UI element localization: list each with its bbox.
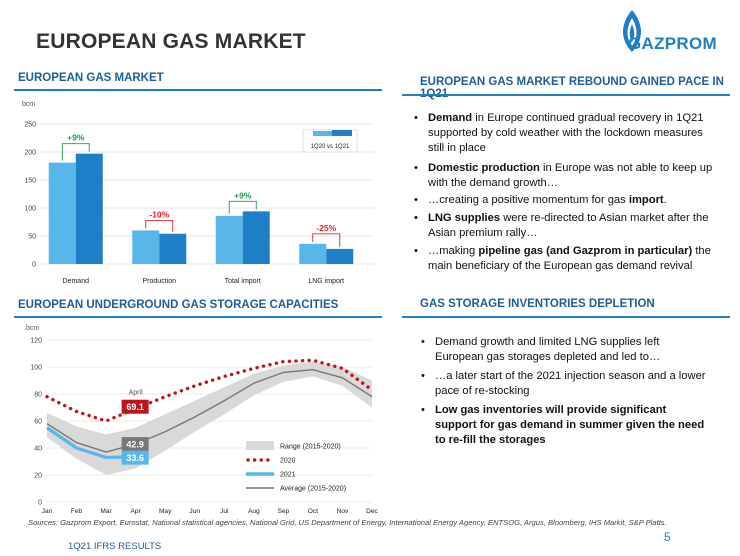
storage-chart-rule	[14, 316, 382, 318]
y-axis-label: bcm	[22, 101, 35, 108]
gazprom-logo: GAZPROM	[606, 6, 724, 60]
change-label: +9%	[67, 133, 85, 143]
change-label: -10%	[149, 209, 169, 219]
legend-label-2021: 2021	[280, 472, 296, 479]
y-tick-label: 50	[28, 234, 36, 241]
bar-1q20	[299, 243, 327, 264]
bar-1q20	[215, 215, 243, 264]
x-tick-label: Jul	[220, 508, 229, 515]
y-tick-label: 150	[24, 178, 36, 185]
flame-icon	[623, 10, 641, 52]
y-axis-label: bcm	[26, 325, 39, 332]
legend-label-average: Average (2015-2020)	[280, 486, 346, 493]
gas-market-bar-chart: bcm 0 50 100 150 200 250 +9% Demand -10% Productio…	[22, 101, 374, 285]
label-box-average	[121, 437, 149, 452]
x-tick-label: Jun	[189, 508, 200, 515]
category-label: LNG import	[308, 278, 344, 285]
gas-storage-line-chart: bcm 0 20 40 60 80 100 120 Jan Feb Mar Apr May Jun Jul A…	[26, 325, 379, 515]
line-2021	[46, 426, 136, 460]
depletion-title: GAS STORAGE INVENTORIES DEPLETION	[420, 298, 655, 310]
y-tick-label: 40	[34, 446, 42, 453]
change-bracket	[145, 219, 174, 232]
rebound-bullet-1: Demand in Europe continued gradual recov…	[414, 111, 718, 156]
legend-label: 1Q20 vs 1Q21	[311, 144, 350, 150]
rebound-title: EUROPEAN GAS MARKET REBOUND GAINED PACE …	[420, 76, 724, 100]
sources-note: Sources: Gazprom Export, Eurostat, Natio…	[28, 518, 667, 527]
bar-1q20	[132, 230, 160, 264]
label-value-2020: 69.1	[126, 402, 144, 412]
label-value-average: 42.9	[126, 440, 144, 450]
legend-label-2020: 2020	[280, 458, 296, 465]
y-tick-label: 100	[24, 206, 36, 213]
category-label: Demand	[63, 278, 90, 285]
change-label: -25%	[316, 223, 336, 233]
label-value-2021: 33.6	[126, 453, 144, 463]
legend-swatch-1q20	[313, 131, 332, 136]
change-label: +9%	[234, 190, 252, 200]
line-2020	[45, 358, 374, 423]
depletion-bullet-1: Demand growth and limited LNG supplies l…	[421, 335, 707, 365]
footer-label: 1Q21 IFRS RESULTS	[68, 541, 162, 552]
x-tick-label: Nov	[337, 508, 349, 515]
x-tick-label: Apr	[131, 508, 142, 515]
x-tick-label: Feb	[71, 508, 83, 515]
depletion-bullet-3: Low gas inventories will provide signifi…	[421, 403, 707, 448]
category-label: Production	[143, 278, 177, 285]
x-tick-label: Mar	[100, 508, 112, 515]
y-tick-label: 0	[38, 500, 42, 507]
y-tick-label: 200	[24, 150, 36, 157]
page-number: 5	[664, 530, 671, 544]
bar-1q21	[326, 248, 354, 264]
bar-1q21	[242, 211, 270, 264]
annotation-april: April	[129, 390, 143, 397]
y-tick-label: 100	[30, 365, 42, 372]
bar-1q21	[75, 153, 103, 264]
x-tick-label: May	[159, 508, 172, 515]
x-tick-label: Sep	[277, 508, 289, 515]
average-line	[46, 368, 373, 453]
logo-text: GAZPROM	[628, 34, 717, 53]
y-tick-label: 80	[34, 392, 42, 399]
rebound-bullet-2: Domestic production in Europe was not ab…	[414, 161, 718, 191]
y-tick-label: 20	[34, 473, 42, 480]
depletion-rule	[402, 316, 730, 318]
change-bracket	[312, 233, 341, 247]
x-tick-label: Oct	[308, 508, 318, 515]
bar-1q20	[48, 162, 76, 264]
change-bracket	[228, 200, 257, 214]
y-tick-label: 0	[32, 262, 36, 269]
market-chart-title: EUROPEAN GAS MARKET	[18, 72, 164, 84]
page-title: EUROPEAN GAS MARKET	[36, 30, 306, 53]
label-box-2021	[121, 450, 149, 465]
depletion-bullet-2: …a later start of the 2021 injection sea…	[421, 369, 707, 399]
x-tick-label: Aug	[248, 508, 260, 515]
legend-swatch-range	[246, 441, 274, 450]
label-box-2020	[121, 399, 149, 414]
bar-1q21	[159, 233, 187, 264]
legend-swatch-1q21	[332, 130, 352, 136]
change-bracket	[61, 143, 90, 161]
rebound-bullet-4: LNG supplies were re-directed to Asian m…	[414, 211, 718, 241]
rebound-bullet-5: …making pipeline gas (and Gazprom in par…	[414, 244, 718, 274]
y-tick-label: 120	[30, 338, 42, 345]
y-tick-label: 250	[24, 122, 36, 129]
rebound-bullet-3: …creating a positive momentum for gas im…	[414, 193, 718, 208]
x-tick-label: Jan	[42, 508, 53, 515]
y-tick-label: 60	[34, 419, 42, 426]
rebound-rule	[402, 94, 730, 96]
legend-label-range: Range (2015-2020)	[280, 444, 341, 451]
storage-chart-title: EUROPEAN UNDERGROUND GAS STORAGE CAPACIT…	[18, 299, 339, 311]
x-tick-label: Dec	[366, 508, 378, 515]
category-label: Total import	[225, 278, 261, 285]
market-chart-rule	[14, 89, 382, 91]
